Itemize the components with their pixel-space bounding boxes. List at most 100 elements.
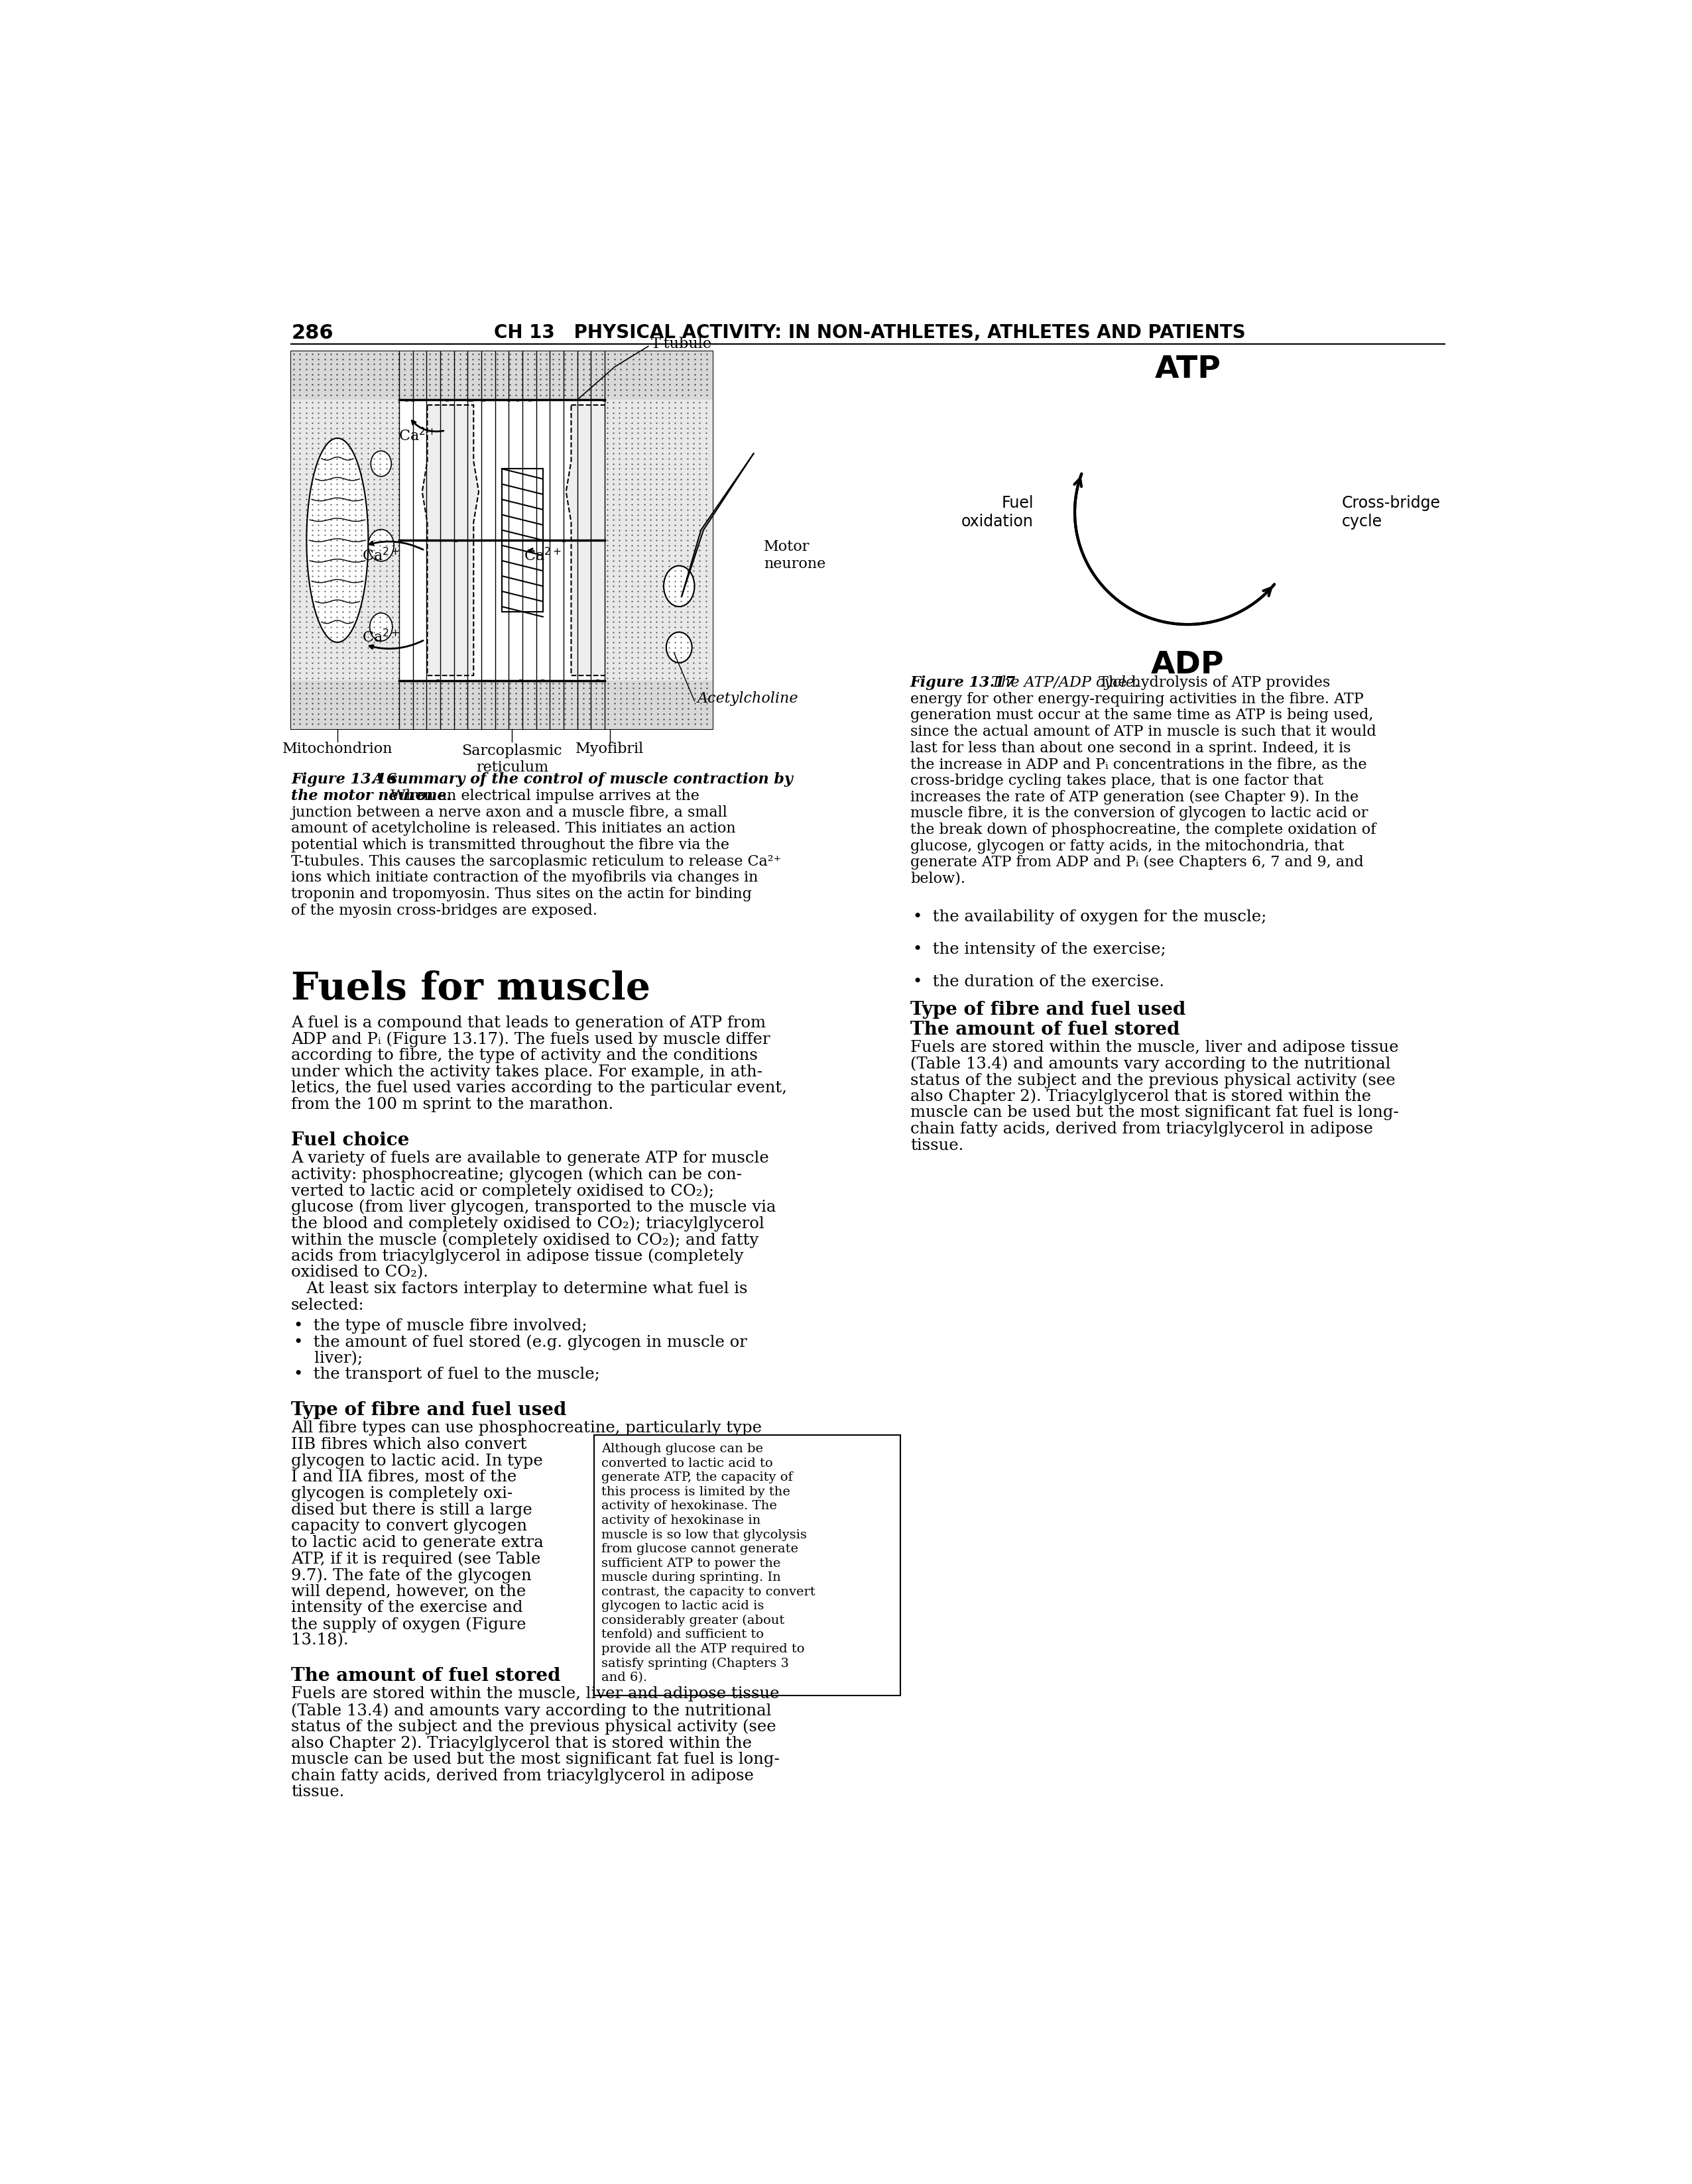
Text: verted to lactic acid or completely oxidised to CO₂);: verted to lactic acid or completely oxid… [291, 1184, 714, 1199]
Text: energy for other energy-requiring activities in the fibre. ATP: energy for other energy-requiring activi… [910, 692, 1364, 705]
Text: •  the type of muscle fibre involved;: • the type of muscle fibre involved; [294, 1317, 587, 1332]
Text: also Chapter 2). Triacylglycerol that is stored within the: also Chapter 2). Triacylglycerol that is… [291, 1736, 751, 1752]
Ellipse shape [371, 450, 391, 476]
Bar [291, 352, 712, 729]
Text: the motor neurone.: the motor neurone. [291, 788, 452, 804]
Text: cross-bridge cycling takes place, that is one factor that: cross-bridge cycling takes place, that i… [910, 773, 1323, 788]
Text: under which the activity takes place. For example, in ath-: under which the activity takes place. Fo… [291, 1064, 763, 1079]
Text: (Table 13.4) and amounts vary according to the nutritional: (Table 13.4) and amounts vary according … [910, 1057, 1391, 1072]
Text: •  the transport of fuel to the muscle;: • the transport of fuel to the muscle; [294, 1367, 601, 1382]
Text: Type of fibre and fuel used: Type of fibre and fuel used [291, 1402, 567, 1420]
Text: 13.18).: 13.18). [291, 1634, 349, 1649]
Text: glycogen to lactic acid. In type: glycogen to lactic acid. In type [291, 1452, 543, 1468]
Text: activity of hexokinase in: activity of hexokinase in [601, 1514, 761, 1527]
Text: Acetylcholine: Acetylcholine [697, 690, 799, 705]
Text: Ca$^{2+}$: Ca$^{2+}$ [362, 629, 399, 646]
Text: status of the subject and the previous physical activity (see: status of the subject and the previous p… [291, 1719, 777, 1734]
Text: glycogen to lactic acid is: glycogen to lactic acid is [601, 1601, 765, 1612]
Text: the blood and completely oxidised to CO₂); triacylglycerol: the blood and completely oxidised to CO₂… [291, 1216, 765, 1232]
Text: will depend, however, on the: will depend, however, on the [291, 1583, 526, 1599]
Text: provide all the ATP required to: provide all the ATP required to [601, 1642, 805, 1655]
Text: tissue.: tissue. [910, 1138, 963, 1153]
Text: chain fatty acids, derived from triacylglycerol in adipose: chain fatty acids, derived from triacylg… [291, 1769, 755, 1784]
Text: satisfy sprinting (Chapters 3: satisfy sprinting (Chapters 3 [601, 1658, 788, 1669]
Text: Mitochondrion: Mitochondrion [283, 743, 393, 756]
Ellipse shape [667, 631, 692, 662]
Text: A fuel is a compound that leads to generation of ATP from: A fuel is a compound that leads to gener… [291, 1016, 766, 1031]
Text: generate ATP, the capacity of: generate ATP, the capacity of [601, 1472, 794, 1483]
Text: selected:: selected: [291, 1297, 364, 1313]
Ellipse shape [371, 614, 393, 642]
Text: At least six factors interplay to determine what fuel is: At least six factors interplay to determ… [291, 1282, 748, 1297]
Text: ATP, if it is required (see Table: ATP, if it is required (see Table [291, 1551, 541, 1566]
Text: Cross-bridge
cycle: Cross-bridge cycle [1342, 496, 1440, 529]
Text: All fibre types can use phosphocreatine, particularly type: All fibre types can use phosphocreatine,… [291, 1420, 761, 1435]
Text: from glucose cannot generate: from glucose cannot generate [601, 1544, 799, 1555]
Bar [291, 681, 712, 729]
Text: increases the rate of ATP generation (see Chapter 9). In the: increases the rate of ATP generation (se… [910, 791, 1359, 804]
Text: muscle can be used but the most significant fat fuel is long-: muscle can be used but the most signific… [910, 1105, 1399, 1120]
Text: liver);: liver); [294, 1350, 362, 1365]
Text: muscle can be used but the most significant fat fuel is long-: muscle can be used but the most signific… [291, 1752, 780, 1767]
Text: letics, the fuel used varies according to the particular event,: letics, the fuel used varies according t… [291, 1081, 787, 1096]
Text: status of the subject and the previous physical activity (see: status of the subject and the previous p… [910, 1072, 1396, 1088]
Text: glycogen is completely oxi-: glycogen is completely oxi- [291, 1485, 513, 1500]
Text: CH 13   PHYSICAL ACTIVITY: IN NON-ATHLETES, ATHLETES AND PATIENTS: CH 13 PHYSICAL ACTIVITY: IN NON-ATHLETES… [494, 323, 1245, 343]
Text: Fuels are stored within the muscle, liver and adipose tissue: Fuels are stored within the muscle, live… [910, 1040, 1399, 1055]
Text: muscle is so low that glycolysis: muscle is so low that glycolysis [601, 1529, 807, 1540]
Text: activity: phosphocreatine; glycogen (which can be con-: activity: phosphocreatine; glycogen (whi… [291, 1166, 743, 1182]
FancyBboxPatch shape [594, 1435, 900, 1695]
Text: the increase in ADP and Pᵢ concentrations in the fibre, as the: the increase in ADP and Pᵢ concentration… [910, 758, 1367, 771]
Text: ADP: ADP [1151, 651, 1225, 679]
Text: last for less than about one second in a sprint. Indeed, it is: last for less than about one second in a… [910, 740, 1350, 756]
Text: The amount of fuel stored: The amount of fuel stored [910, 1020, 1179, 1037]
Text: IIB fibres which also convert: IIB fibres which also convert [291, 1437, 526, 1452]
Text: 9.7). The fate of the glycogen: 9.7). The fate of the glycogen [291, 1568, 531, 1583]
Text: Fuels are stored within the muscle, liver and adipose tissue: Fuels are stored within the muscle, live… [291, 1686, 780, 1701]
Text: capacity to convert glycogen: capacity to convert glycogen [291, 1518, 528, 1533]
Text: •  the amount of fuel stored (e.g. glycogen in muscle or: • the amount of fuel stored (e.g. glycog… [294, 1334, 748, 1350]
Text: acids from triacylglycerol in adipose tissue (completely: acids from triacylglycerol in adipose ti… [291, 1249, 744, 1265]
Text: potential which is transmitted throughout the fibre via the: potential which is transmitted throughou… [291, 839, 729, 852]
Text: dised but there is still a large: dised but there is still a large [291, 1503, 533, 1518]
Text: generation must occur at the same time as ATP is being used,: generation must occur at the same time a… [910, 708, 1374, 723]
Text: Type of fibre and fuel used: Type of fibre and fuel used [910, 1000, 1186, 1020]
Bar [291, 352, 712, 400]
Text: the break down of phosphocreatine, the complete oxidation of: the break down of phosphocreatine, the c… [910, 823, 1376, 836]
Text: muscle during sprinting. In: muscle during sprinting. In [601, 1572, 782, 1583]
Text: Ca$^{2+}$: Ca$^{2+}$ [525, 548, 562, 563]
Ellipse shape [369, 529, 394, 561]
Text: and 6).: and 6). [601, 1671, 648, 1684]
Text: The hydrolysis of ATP provides: The hydrolysis of ATP provides [1095, 675, 1330, 690]
Text: considerably greater (about: considerably greater (about [601, 1614, 785, 1627]
Text: this process is limited by the: this process is limited by the [601, 1485, 790, 1498]
Text: since the actual amount of ATP in muscle is such that it would: since the actual amount of ATP in muscle… [910, 725, 1376, 738]
Text: sufficient ATP to power the: sufficient ATP to power the [601, 1557, 780, 1570]
Text: junction between a nerve axon and a muscle fibre, a small: junction between a nerve axon and a musc… [291, 806, 728, 819]
Text: T-tubules. This causes the sarcoplasmic reticulum to release Ca²⁺: T-tubules. This causes the sarcoplasmic … [291, 854, 782, 869]
Text: The amount of fuel stored: The amount of fuel stored [291, 1666, 560, 1686]
Bar [291, 400, 399, 681]
Text: amount of acetylcholine is released. This initiates an action: amount of acetylcholine is released. Thi… [291, 821, 736, 836]
Text: ADP and Pᵢ (Figure 13.17). The fuels used by muscle differ: ADP and Pᵢ (Figure 13.17). The fuels use… [291, 1031, 770, 1048]
Text: Myofibril: Myofibril [575, 743, 645, 756]
Text: the supply of oxygen (Figure: the supply of oxygen (Figure [291, 1616, 526, 1631]
Text: The ATP/ADP cycle.: The ATP/ADP cycle. [986, 675, 1139, 690]
Text: Although glucose can be: Although glucose can be [601, 1444, 763, 1455]
Text: •  the availability of oxygen for the muscle;: • the availability of oxygen for the mus… [914, 909, 1267, 924]
Text: Figure 13.16: Figure 13.16 [291, 773, 396, 786]
Text: tenfold) and sufficient to: tenfold) and sufficient to [601, 1629, 763, 1640]
Text: ATP: ATP [1154, 354, 1222, 384]
Text: tissue.: tissue. [291, 1784, 345, 1800]
Text: Figure 13.17: Figure 13.17 [910, 675, 1015, 690]
Text: glucose, glycogen or fatty acids, in the mitochondria, that: glucose, glycogen or fatty acids, in the… [910, 839, 1343, 854]
Bar [604, 400, 712, 681]
Text: muscle fibre, it is the conversion of glycogen to lactic acid or: muscle fibre, it is the conversion of gl… [910, 806, 1369, 821]
Text: to lactic acid to generate extra: to lactic acid to generate extra [291, 1535, 543, 1551]
Polygon shape [306, 439, 369, 642]
Text: ions which initiate contraction of the myofibrils via changes in: ions which initiate contraction of the m… [291, 871, 758, 885]
Text: T-tubule: T-tubule [651, 336, 712, 352]
Polygon shape [423, 404, 479, 675]
Text: oxidised to CO₂).: oxidised to CO₂). [291, 1265, 428, 1280]
Text: below).: below). [910, 871, 966, 887]
